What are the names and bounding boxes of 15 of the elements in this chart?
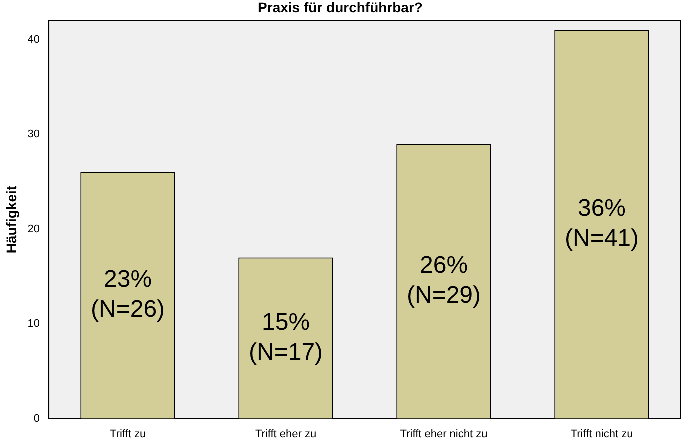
- y-tick-label: 30: [28, 128, 40, 141]
- x-tick-label: Trifft eher nicht zu: [400, 428, 488, 440]
- y-tick-label: 0: [34, 412, 40, 425]
- chart-title: Praxis für durchführbar?: [258, 0, 423, 16]
- y-tick-label: 20: [28, 223, 40, 236]
- data-label: 15% (N=17): [249, 308, 324, 366]
- y-tick-label: 40: [28, 34, 40, 46]
- data-label: 36% (N=41): [564, 195, 640, 252]
- y-axis-title: Häufigkeit: [3, 186, 20, 254]
- y-tick-label: 10: [28, 318, 40, 330]
- data-label: 23% (N=26): [91, 266, 166, 324]
- x-tick-label: Trifft zu: [110, 428, 146, 440]
- data-label: 26% (N=29): [407, 252, 482, 310]
- x-tick-label: Trifft nicht zu: [570, 428, 634, 440]
- x-tick-label: Trifft eher zu: [255, 428, 317, 440]
